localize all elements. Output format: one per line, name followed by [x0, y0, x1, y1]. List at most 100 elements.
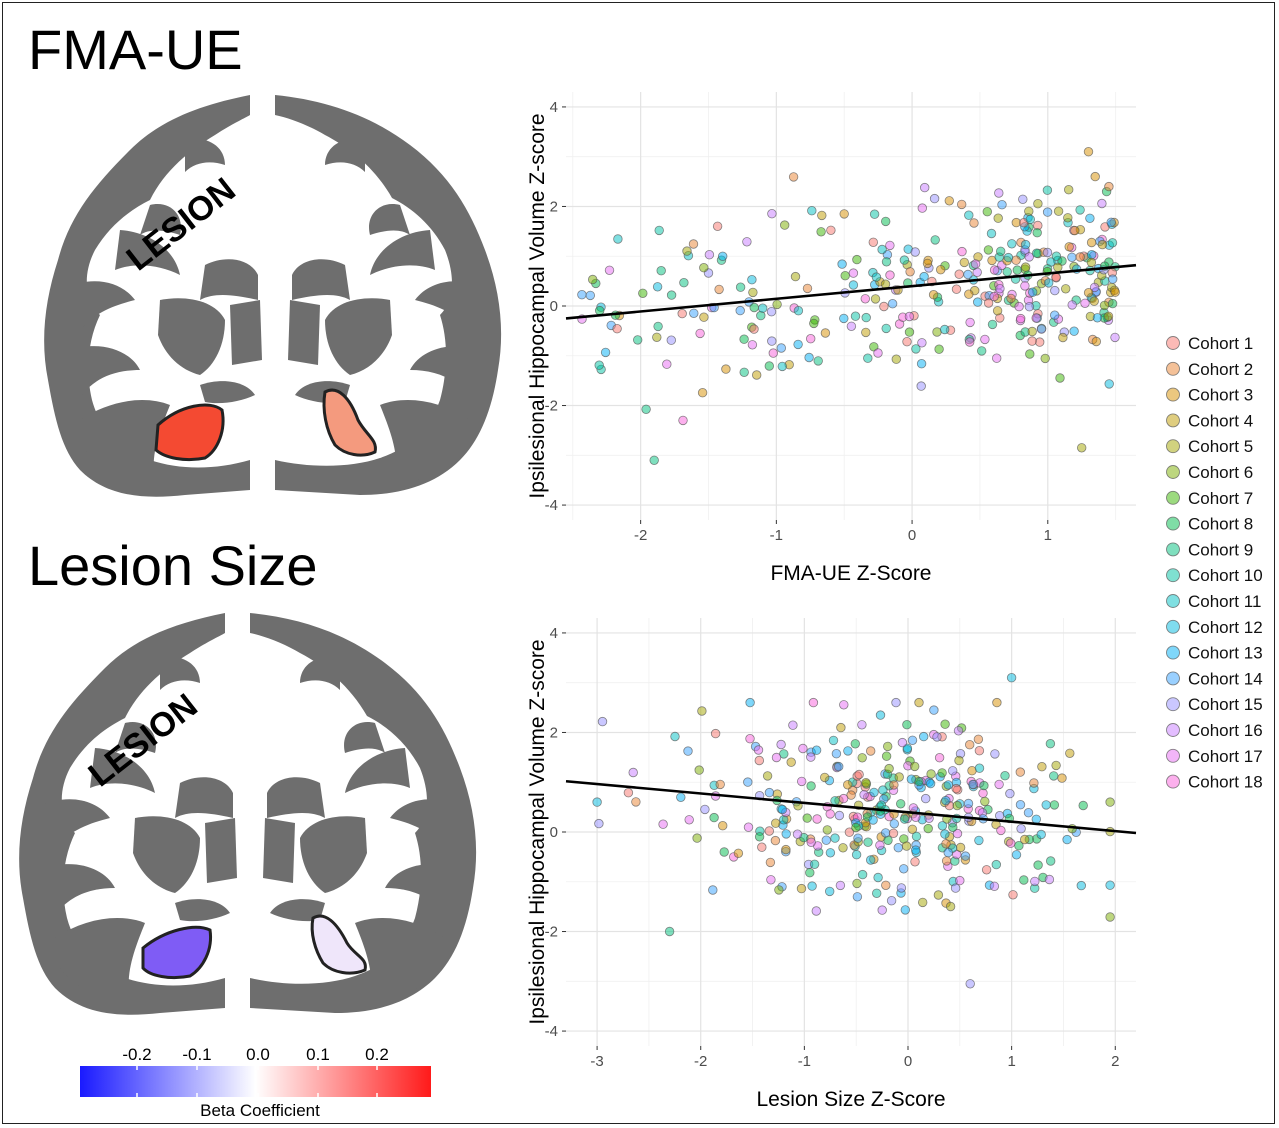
data-point [994, 188, 1004, 198]
data-point [793, 339, 803, 350]
data-point [831, 749, 842, 759]
data-point [996, 246, 1006, 257]
data-point [1083, 146, 1094, 157]
data-point [1043, 278, 1054, 288]
data-point [1031, 313, 1041, 323]
data-point [588, 274, 598, 285]
data-point [749, 324, 759, 334]
data-point [1105, 880, 1115, 890]
data-point [788, 172, 799, 182]
data-point [802, 283, 813, 294]
legend-label: Cohort 18 [1188, 773, 1263, 792]
data-point [1025, 214, 1036, 225]
data-point [1003, 252, 1014, 263]
data-point [897, 737, 908, 748]
colorbar-title: Beta Coefficient [200, 1101, 320, 1120]
data-point [631, 797, 641, 807]
data-point [764, 826, 775, 836]
legend-label: Cohort 5 [1188, 437, 1253, 456]
data-point [653, 321, 663, 332]
data-point [1107, 274, 1118, 284]
data-point [1080, 298, 1090, 309]
data-point [885, 270, 895, 280]
data-point [991, 859, 1002, 870]
data-point [652, 332, 662, 343]
data-point [992, 697, 1002, 708]
data-point [1049, 800, 1060, 810]
colorbar: -0.2 -0.1 0.0 0.1 0.2 Beta Coefficient [80, 1045, 431, 1120]
data-point [704, 249, 715, 260]
data-point [1067, 300, 1077, 310]
legend-key [1166, 336, 1180, 350]
data-point [907, 824, 918, 835]
data-point [766, 307, 777, 317]
data-point [837, 259, 847, 269]
data-point [670, 731, 680, 742]
legend-key [1166, 723, 1180, 737]
data-point [1053, 206, 1064, 216]
x-tick-label: -3 [590, 1053, 603, 1070]
data-point [954, 269, 964, 279]
data-point [869, 209, 880, 219]
data-point [973, 734, 984, 745]
legend-key [1166, 774, 1180, 789]
data-point [941, 839, 951, 849]
data-point [712, 221, 723, 232]
data-point [857, 869, 868, 880]
data-point [1033, 860, 1043, 870]
y-tick-label: 2 [550, 724, 558, 741]
data-point [745, 697, 755, 708]
data-point [1036, 324, 1047, 334]
data-point [766, 875, 776, 885]
data-point [963, 269, 973, 280]
data-point [940, 719, 950, 729]
data-point [767, 208, 777, 219]
data-point [1019, 834, 1030, 845]
data-point [1029, 778, 1039, 788]
data-point [776, 343, 787, 353]
x-tick-label: -2 [634, 527, 647, 544]
data-point [1106, 217, 1116, 228]
data-point [1016, 313, 1026, 324]
data-point [777, 804, 788, 815]
data-point [925, 778, 936, 789]
data-point [1078, 800, 1088, 811]
data-point [878, 785, 888, 795]
legend-key [1166, 542, 1180, 557]
data-point [1057, 773, 1067, 783]
data-point [953, 726, 964, 736]
y-tick-label: 0 [550, 298, 558, 315]
data-point [1041, 800, 1051, 810]
data-point [662, 359, 672, 369]
data-point [899, 255, 910, 265]
y-axis-title: Ipsilesional Hippocampal Volume Z-score [526, 113, 549, 498]
data-point [1075, 205, 1085, 215]
data-point [857, 753, 867, 763]
data-point [969, 218, 979, 228]
data-point [1031, 814, 1042, 825]
y-tick-label: 4 [550, 625, 558, 642]
data-point [952, 800, 962, 811]
data-point [977, 346, 987, 356]
data-point [654, 225, 664, 236]
data-point [965, 337, 975, 347]
y-axis-title: Ipsilesional Hippocampal Volume Z-score [526, 639, 549, 1024]
data-point [806, 334, 816, 344]
data-point [812, 814, 822, 824]
data-point [993, 213, 1003, 223]
data-point [811, 745, 822, 755]
data-point [1075, 252, 1085, 262]
data-point [777, 361, 788, 372]
data-point [682, 246, 692, 256]
data-point [1011, 850, 1022, 860]
data-point [850, 311, 861, 321]
data-point [764, 787, 775, 798]
data-point [1104, 379, 1114, 389]
data-point [1023, 808, 1034, 818]
data-point [806, 837, 816, 848]
data-point [771, 752, 782, 763]
data-point [1064, 242, 1074, 252]
data-point [585, 290, 596, 301]
data-point [714, 284, 724, 295]
data-point [959, 257, 970, 268]
